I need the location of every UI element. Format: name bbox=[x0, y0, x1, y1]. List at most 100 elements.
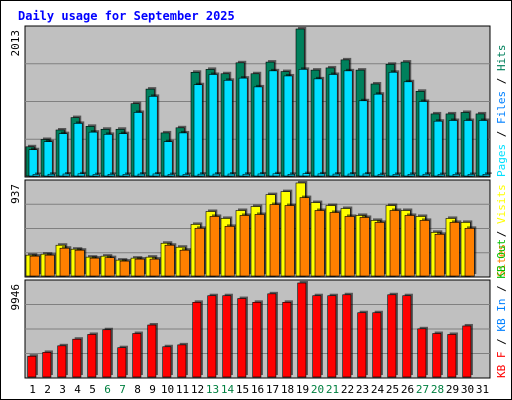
bar-kbytes-day-25 bbox=[387, 292, 398, 378]
bar-files-day-27 bbox=[418, 99, 430, 177]
bar-kbytes-day-26 bbox=[402, 293, 413, 378]
bar-pages-day-26 bbox=[407, 172, 417, 177]
day-label: 15 bbox=[236, 383, 249, 396]
bar-files-day-28 bbox=[433, 119, 445, 177]
bar-pages-day-7 bbox=[122, 172, 132, 177]
bar-sites-day-5 bbox=[89, 256, 102, 277]
bar-sites-day-7 bbox=[119, 259, 132, 277]
y-axis-legend-part: KB In bbox=[495, 299, 508, 332]
day-label: 11 bbox=[176, 383, 189, 396]
day-label: 5 bbox=[89, 383, 96, 396]
bar-pages-day-19 bbox=[302, 171, 312, 177]
day-label: 13 bbox=[206, 383, 219, 396]
day-label: 21 bbox=[326, 383, 339, 396]
day-label: 27 bbox=[416, 383, 429, 396]
bar-files-day-30 bbox=[463, 118, 475, 177]
day-label: 23 bbox=[356, 383, 369, 396]
bar-kbytes-day-30 bbox=[462, 323, 473, 378]
bar-sites-day-18 bbox=[284, 203, 297, 277]
bar-kbytes-day-27 bbox=[417, 326, 428, 378]
day-label: 10 bbox=[161, 383, 174, 396]
y-axis-legend-part: Visits bbox=[495, 184, 508, 224]
bar-files-day-3 bbox=[58, 131, 70, 177]
bar-sites-day-24 bbox=[374, 220, 387, 277]
bar-files-day-20 bbox=[313, 76, 325, 177]
bar-files-day-15 bbox=[238, 76, 250, 177]
day-label: 26 bbox=[401, 383, 414, 396]
bar-kbytes-day-21 bbox=[327, 293, 338, 378]
bar-pages-day-23 bbox=[362, 171, 372, 177]
bar-kbytes-day-18 bbox=[282, 300, 293, 378]
bar-sites-day-19 bbox=[299, 195, 312, 277]
bar-files-day-17 bbox=[268, 68, 280, 177]
y-max-label: 2013 bbox=[9, 30, 22, 57]
y-axis-legend-part: / bbox=[495, 332, 508, 352]
y-axis-legend-part: Pages bbox=[495, 144, 508, 177]
bar-kbytes-day-4 bbox=[72, 337, 83, 378]
bar-files-day-11 bbox=[178, 130, 190, 177]
day-label: 29 bbox=[446, 383, 459, 396]
bar-files-day-1 bbox=[28, 147, 40, 177]
bar-pages-day-3 bbox=[62, 172, 72, 177]
bar-files-day-19 bbox=[298, 67, 310, 177]
bar-pages-day-11 bbox=[182, 172, 192, 177]
day-label: 4 bbox=[74, 383, 81, 396]
bar-pages-day-30 bbox=[467, 172, 477, 177]
bar-kbytes-day-28 bbox=[432, 331, 443, 378]
bar-pages-day-8 bbox=[137, 172, 147, 177]
bar-pages-day-22 bbox=[347, 172, 357, 177]
y-axis-legend-part: Sites bbox=[495, 244, 508, 277]
bar-pages-day-2 bbox=[47, 172, 57, 177]
bar-kbytes-day-1 bbox=[27, 354, 38, 378]
bar-sites-day-10 bbox=[164, 243, 177, 277]
bar-pages-day-28 bbox=[437, 172, 447, 177]
bar-files-day-2 bbox=[43, 139, 55, 177]
bar-pages-day-1 bbox=[32, 172, 42, 177]
chart-title: Daily usage for September 2025 bbox=[18, 9, 235, 23]
bar-sites-day-29 bbox=[449, 220, 462, 277]
y-axis-legend: Sites / Visits bbox=[495, 184, 508, 277]
y-axis-legend-part: Files bbox=[495, 91, 508, 124]
day-label: 30 bbox=[461, 383, 474, 396]
bar-sites-day-21 bbox=[329, 210, 342, 277]
bar-kbytes-day-5 bbox=[87, 332, 98, 378]
y-axis-legend: Pages / Files / Hits bbox=[495, 45, 508, 178]
day-label: 20 bbox=[311, 383, 324, 396]
bar-files-day-10 bbox=[163, 139, 175, 177]
bar-sites-day-17 bbox=[269, 202, 282, 277]
bar-kbytes-day-3 bbox=[57, 343, 68, 378]
bar-kbytes-day-17 bbox=[267, 291, 278, 378]
day-label: 31 bbox=[476, 383, 489, 396]
bar-kbytes-day-12 bbox=[192, 300, 203, 378]
y-axis-legend-part: / bbox=[495, 279, 508, 299]
bar-kbytes-day-23 bbox=[357, 310, 368, 378]
y-axis-legend-part: Hits bbox=[495, 45, 508, 72]
bar-files-day-9 bbox=[148, 94, 160, 177]
bar-pages-day-10 bbox=[167, 172, 177, 177]
bar-kbytes-day-22 bbox=[342, 292, 353, 378]
bar-pages-day-5 bbox=[92, 172, 102, 177]
bar-sites-day-16 bbox=[254, 212, 267, 277]
bar-files-day-4 bbox=[73, 121, 85, 177]
bar-files-day-16 bbox=[253, 84, 265, 177]
bar-pages-day-6 bbox=[107, 172, 117, 177]
day-label: 14 bbox=[221, 383, 235, 396]
bar-files-day-25 bbox=[388, 70, 400, 177]
bar-kbytes-day-6 bbox=[102, 327, 113, 378]
bar-pages-day-27 bbox=[422, 172, 432, 177]
bar-kbytes-day-29 bbox=[447, 332, 458, 378]
bar-pages-day-31 bbox=[482, 172, 492, 177]
bar-kbytes-day-8 bbox=[132, 331, 143, 378]
bar-files-day-13 bbox=[208, 72, 220, 177]
y-max-label: 937 bbox=[9, 184, 22, 204]
bar-sites-day-23 bbox=[359, 215, 372, 277]
bar-kbytes-day-20 bbox=[312, 293, 323, 378]
bar-pages-day-16 bbox=[257, 171, 267, 177]
bar-sites-day-20 bbox=[314, 208, 327, 277]
panel-hits_files: 2013 Pages / Files / Hits bbox=[9, 25, 508, 178]
bar-files-day-14 bbox=[223, 78, 235, 177]
bar-files-day-7 bbox=[118, 131, 130, 177]
bar-kbytes-day-16 bbox=[252, 300, 263, 378]
bar-files-day-6 bbox=[103, 132, 115, 177]
